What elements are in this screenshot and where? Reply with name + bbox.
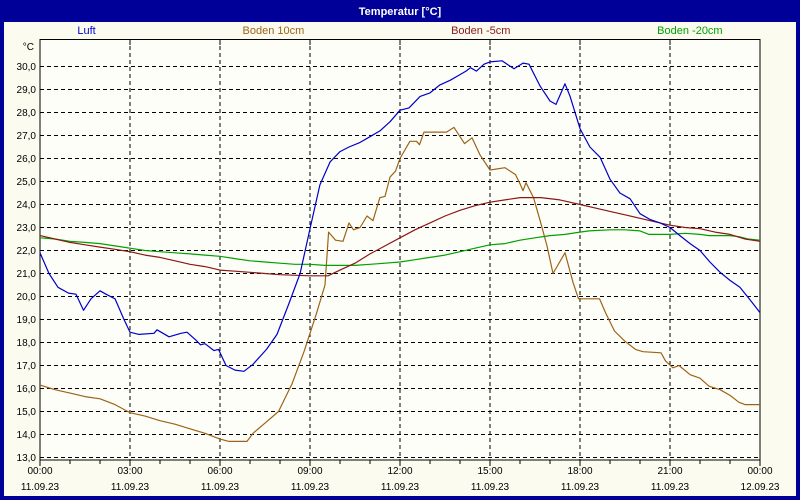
- plot-frame: [39, 39, 761, 461]
- x-tick-date-label: 11.09.23: [111, 482, 150, 493]
- y-tick-label: 18,0: [17, 338, 37, 349]
- y-tick-label: 30,0: [17, 62, 37, 73]
- x-tick-time-label: 09:00: [297, 466, 322, 477]
- y-tick-label: 27,0: [17, 131, 37, 142]
- y-tick-label: 16,0: [17, 384, 37, 395]
- x-tick-time-label: 00:00: [27, 466, 52, 477]
- y-tick-label: 29,0: [17, 85, 37, 96]
- x-tick-time-label: 21:00: [657, 466, 682, 477]
- x-tick-date-label: 11.09.23: [21, 482, 60, 493]
- chart-canvas: 30,0 29,0 28,0 27,0 26,0 25,0 24,0 23,0 22,0 21,0…: [17, 39, 780, 493]
- x-tick-date-label: 11.09.23: [201, 482, 240, 493]
- y-tick-label: 24,0: [17, 200, 37, 211]
- chart-area: 30,0 29,0 28,0 27,0 26,0 25,0 24,0 23,0 22,0 21,0…: [4, 39, 796, 496]
- y-tick-label: 23,0: [17, 223, 37, 234]
- x-tick-time-label: 18:00: [567, 466, 592, 477]
- x-tick-date-label: 11.09.23: [381, 482, 420, 493]
- x-tick-date-label: 11.09.23: [471, 482, 510, 493]
- y-tick-label: 19,0: [17, 315, 37, 326]
- x-tick-time-label: 15:00: [477, 466, 502, 477]
- x-tick-date-label: 12.09.23: [741, 482, 780, 493]
- x-tick-time-label: 06:00: [207, 466, 232, 477]
- x-tick-date-label: 11.09.23: [651, 482, 690, 493]
- legend: Luft Boden 10cm Boden -5cm Boden -20cm: [4, 22, 796, 39]
- y-tick-label: 14,0: [17, 430, 37, 441]
- x-tick-date-label: 11.09.23: [561, 482, 600, 493]
- y-tick-label: 26,0: [17, 154, 37, 165]
- series-boden-20cm: [39, 229, 761, 266]
- y-tick-label: 25,0: [17, 177, 37, 188]
- y-tick-label: 22,0: [17, 246, 37, 257]
- x-tick-time-label: 03:00: [117, 466, 142, 477]
- y-tick-label: 17,0: [17, 361, 37, 372]
- y-tick-label: 20,0: [17, 292, 37, 303]
- legend-item-boden-minus5cm: Boden -5cm: [451, 24, 511, 37]
- y-tick-label: 15,0: [17, 407, 37, 418]
- x-tick-date-label: 11.09.23: [291, 482, 330, 493]
- y-tick-label: 13,0: [17, 453, 37, 464]
- x-tick-time-label: 12:00: [387, 466, 412, 477]
- legend-item-luft: Luft: [77, 24, 96, 37]
- page-title: Temperatur [°C]: [358, 6, 442, 18]
- y-tick-label: 28,0: [17, 108, 37, 119]
- x-tick-time-label: 00:00: [747, 466, 772, 477]
- series-boden-10cm: [39, 126, 760, 442]
- series-boden-5cm: [39, 197, 761, 277]
- legend-item-boden-10cm: Boden 10cm: [242, 24, 305, 37]
- y-axis-unit-label: °C: [23, 42, 34, 53]
- title-bar: Temperatur [°C]: [4, 4, 796, 22]
- y-tick-label: 21,0: [17, 269, 37, 280]
- legend-item-boden-minus20cm: Boden -20cm: [657, 24, 723, 37]
- series-luft: [39, 60, 761, 372]
